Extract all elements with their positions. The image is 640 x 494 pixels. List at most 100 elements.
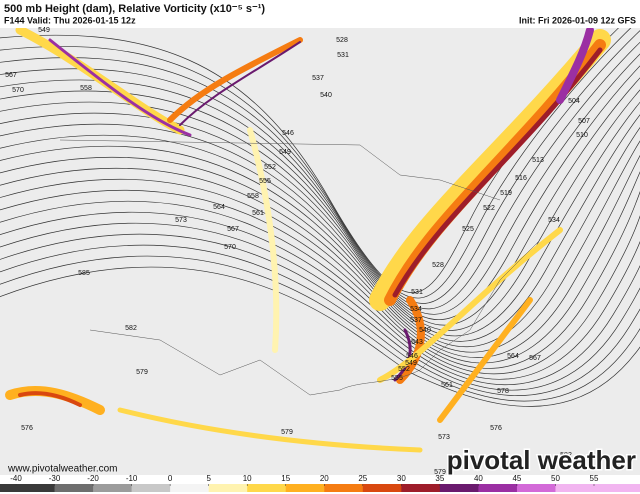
contour-label: 510 (576, 132, 588, 139)
contour-label: 582 (560, 452, 572, 459)
contour-label: 519 (500, 190, 512, 197)
logo: pivotal weather (447, 445, 636, 475)
colorbar-label: 50 (551, 474, 560, 483)
contour-label: 543 (411, 339, 423, 346)
contour-label: 525 (462, 226, 474, 233)
contour-line (0, 266, 640, 407)
header-bar (0, 0, 640, 28)
colorbar-segment (439, 484, 479, 492)
colorbar-label: 0 (168, 474, 173, 483)
colorbar-segment (516, 484, 556, 492)
contour-label: 564 (507, 353, 519, 360)
colorbar-label: 15 (281, 474, 290, 483)
colorbar-end (0, 484, 16, 492)
contour-label: 579 (434, 469, 446, 476)
contour-label: 537 (312, 75, 324, 82)
colorbar-label: 40 (474, 474, 483, 483)
contour-label: 537 (410, 317, 422, 324)
colorbar-label: -20 (87, 474, 99, 483)
colorbar-segment (131, 484, 171, 492)
contour-line (0, 114, 640, 342)
contour-label: 567 (5, 72, 17, 79)
contour-line (0, 30, 640, 304)
colorbar-label: -30 (49, 474, 61, 483)
colorbar-end (594, 484, 640, 492)
contour-label: 561 (252, 210, 264, 217)
contour-label: 513 (532, 157, 544, 164)
contour-line (0, 222, 640, 386)
contour-label: 516 (515, 175, 527, 182)
colorbar-label: 35 (435, 474, 444, 483)
valid-time: F144 Valid: Thu 2026-01-15 12z (4, 15, 136, 25)
colorbar-label: 10 (243, 474, 252, 483)
contour-label: 528 (432, 262, 444, 269)
colorbar-segment (401, 484, 441, 492)
colorbar-segment (285, 484, 325, 492)
colorbar-segment (478, 484, 518, 492)
contour-label: 567 (227, 226, 239, 233)
contour-label: 522 (483, 205, 495, 212)
colorbar-label: -40 (10, 474, 22, 483)
contour-label: 558 (80, 85, 92, 92)
colorbar-segment (208, 484, 248, 492)
colorbar: -40 -30 -20 -10 0 5 10 15 20 25 30 35 40 45 50 55 (0, 474, 640, 492)
title: 500 mb Height (dam), Relative Vorticity … (4, 3, 265, 15)
colorbar-label: 45 (512, 474, 521, 483)
contour-label: 504 (568, 98, 580, 105)
contour-label: 555 (259, 178, 271, 185)
contour-label: 531 (411, 289, 423, 296)
contour-label: 585 (78, 270, 90, 277)
contour-label: 576 (21, 425, 33, 432)
borders (59, 139, 541, 396)
colorbar-segment (362, 484, 402, 492)
contour-line (0, 212, 640, 380)
contour-label: 507 (578, 118, 590, 125)
colorbar-segment (54, 484, 94, 492)
contour-line (0, 190, 640, 369)
contour-label: 579 (281, 429, 293, 436)
colorbar-label: 30 (397, 474, 406, 483)
contour-label: 578 (497, 388, 509, 395)
contour-label: 582 (125, 325, 137, 332)
contour-label: 549 (279, 149, 291, 156)
contour-label: 573 (175, 217, 187, 224)
init-time: Init: Fri 2026-01-09 12z GFS (519, 15, 636, 25)
contour-label: 579 (136, 369, 148, 376)
colorbar-label: 55 (590, 474, 599, 483)
contour-label: 549 (38, 27, 50, 34)
contour-line (0, 171, 640, 364)
contour-label: 573 (438, 434, 450, 441)
contour-label: 528 (336, 37, 348, 44)
contour-label: 555 (391, 375, 403, 382)
colorbar-segment (93, 484, 133, 492)
colorbar-segment (16, 484, 56, 492)
colorbar-segment (555, 484, 595, 492)
contour-label: 531 (337, 52, 349, 59)
colorbar-segment (170, 484, 210, 492)
contour-label: 564 (213, 204, 225, 211)
contour-line (0, 201, 640, 375)
contour-label: 540 (320, 92, 332, 99)
colorbar-segment (324, 484, 364, 492)
contour-label: 534 (410, 306, 422, 313)
contour-label: 546 (406, 353, 418, 360)
contour-label: 534 (548, 217, 560, 224)
colorbar-label: 5 (206, 474, 211, 483)
contour-line (0, 154, 640, 358)
contour-label: 558 (247, 193, 259, 200)
contour-line (0, 233, 640, 391)
contour-label: 552 (398, 366, 410, 373)
colorbar-label: 20 (320, 474, 329, 483)
vorticity-bands (5, 25, 611, 453)
contour-label: 546 (282, 130, 294, 137)
colorbar-segment (247, 484, 287, 492)
contour-line (0, 18, 640, 299)
contour-line (0, 244, 640, 396)
contour-line (0, 126, 640, 348)
website: www.pivotalweather.com (7, 464, 118, 475)
contour-label: 540 (419, 327, 431, 334)
colorbar-label: -10 (126, 474, 138, 483)
